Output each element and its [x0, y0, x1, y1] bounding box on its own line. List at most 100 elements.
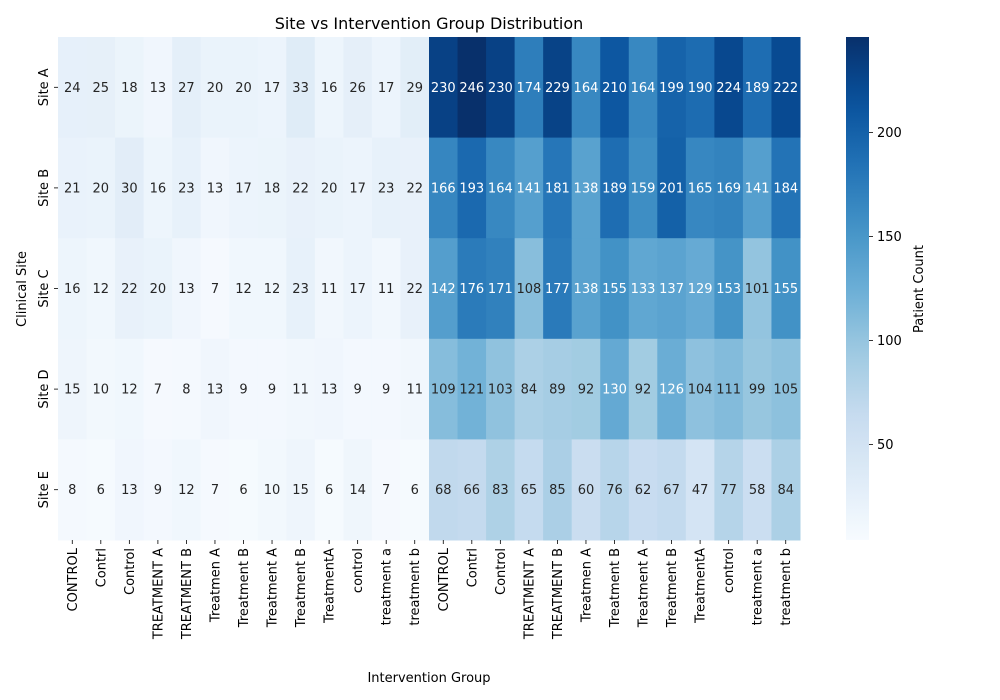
cell-value-label: 159 — [631, 181, 656, 196]
y-tick-label: Site B — [37, 169, 52, 207]
heatmap-cell — [371, 439, 401, 541]
x-tick-label: treatment b — [779, 548, 794, 626]
cell-value-label: 246 — [459, 81, 484, 96]
cell-value-label: 76 — [606, 483, 623, 498]
y-axis-label: Clinical Site — [15, 251, 30, 327]
heatmap-cell — [314, 37, 344, 139]
heatmap-cell — [400, 37, 430, 139]
cell-value-label: 77 — [720, 483, 737, 498]
heatmap-cell — [229, 338, 259, 440]
cell-value-label: 13 — [207, 383, 224, 398]
heatmap-cell — [115, 137, 145, 239]
cell-value-label: 25 — [93, 81, 110, 96]
heatmap-cell — [657, 238, 687, 340]
heatmap-cell — [257, 439, 287, 541]
colorbar-tick-label: 50 — [877, 438, 894, 453]
cell-value-label: 6 — [411, 483, 419, 498]
heatmap-cell — [486, 238, 516, 340]
x-tick-label: TREATMENT A — [151, 548, 166, 640]
cell-value-label: 20 — [150, 282, 167, 297]
cell-value-label: 193 — [459, 181, 484, 196]
cell-value-label: 17 — [235, 181, 252, 196]
heatmap-cell — [742, 37, 772, 139]
cell-value-label: 18 — [264, 181, 281, 196]
heatmap-cell — [200, 238, 230, 340]
cell-value-label: 23 — [178, 181, 195, 196]
heatmap-cell — [486, 439, 516, 541]
heatmap-cell — [571, 137, 601, 239]
heatmap-cell — [400, 338, 430, 440]
cell-value-label: 15 — [292, 483, 309, 498]
heatmap-cell — [457, 238, 487, 340]
heatmap-cell — [343, 439, 373, 541]
cell-value-label: 22 — [121, 282, 138, 297]
cell-value-label: 130 — [602, 383, 627, 398]
cell-value-label: 230 — [431, 81, 456, 96]
heatmap-cell — [371, 338, 401, 440]
heatmap-cell — [429, 37, 459, 139]
x-tick-label: CONTROL — [437, 547, 452, 611]
cell-value-label: 141 — [516, 181, 541, 196]
cell-value-label: 166 — [431, 181, 456, 196]
heatmap-cell — [229, 137, 259, 239]
cell-value-label: 30 — [121, 181, 138, 196]
heatmap-cell — [429, 137, 459, 239]
cell-value-label: 153 — [716, 282, 741, 297]
heatmap-cell — [143, 137, 173, 239]
heatmap-cell — [143, 439, 173, 541]
heatmap-cell — [771, 37, 801, 139]
heatmap-cell — [371, 238, 401, 340]
cell-value-label: 58 — [749, 483, 766, 498]
cell-value-label: 12 — [264, 282, 281, 297]
heatmap-cell — [742, 137, 772, 239]
heatmap-cell — [486, 37, 516, 139]
cell-value-label: 184 — [773, 181, 798, 196]
heatmap-cell — [514, 238, 544, 340]
heatmap-cell — [143, 338, 173, 440]
heatmap-cell — [143, 238, 173, 340]
heatmap-cell — [742, 338, 772, 440]
cell-value-label: 169 — [716, 181, 741, 196]
cell-value-label: 105 — [773, 383, 798, 398]
cell-value-label: 16 — [64, 282, 81, 297]
cell-value-label: 108 — [516, 282, 541, 297]
y-tick-labels: Site A Site B Site C Site D Site E — [37, 68, 58, 508]
cell-value-label: 12 — [235, 282, 252, 297]
y-tick-label: Site A — [37, 68, 52, 106]
heatmap-cell — [257, 37, 287, 139]
heatmap-cell — [172, 238, 202, 340]
x-tick-label: TreatmentA — [323, 548, 338, 624]
cell-value-label: 164 — [574, 81, 599, 96]
heatmap-cell — [628, 338, 658, 440]
heatmap-cell — [657, 37, 687, 139]
x-tick-label: Contrl — [465, 548, 480, 587]
chart-title: Site vs Intervention Group Distribution — [275, 14, 584, 33]
heatmap-cell — [314, 338, 344, 440]
heatmap-cell — [514, 439, 544, 541]
cell-value-label: 20 — [235, 81, 252, 96]
colorbar-gradient — [846, 37, 869, 540]
cell-value-label: 33 — [292, 81, 309, 96]
y-tick-label: Site E — [37, 471, 52, 508]
heatmap-cells: 24 25 18 13 27 20 20 17 33 16 26 17 29 230 246 230 174 22… — [58, 37, 801, 541]
cell-value-label: 176 — [459, 282, 484, 297]
heatmap-cell — [229, 37, 259, 139]
cell-value-label: 13 — [121, 483, 138, 498]
heatmap-cell — [685, 137, 715, 239]
cell-value-label: 89 — [549, 383, 566, 398]
heatmap-cell — [58, 338, 88, 440]
heatmap-cell — [400, 238, 430, 340]
cell-value-label: 189 — [602, 181, 627, 196]
heatmap-cell — [742, 439, 772, 541]
heatmap-cell — [543, 137, 573, 239]
heatmap-cell — [400, 439, 430, 541]
heatmap-cell — [400, 137, 430, 239]
heatmap-cell — [685, 439, 715, 541]
y-tick-label: Site C — [37, 269, 52, 307]
y-tick-label: Site D — [37, 370, 52, 409]
x-tick-label: treatment a — [380, 548, 395, 625]
cell-value-label: 210 — [602, 81, 627, 96]
cell-value-label: 68 — [435, 483, 452, 498]
heatmap-cell — [200, 338, 230, 440]
